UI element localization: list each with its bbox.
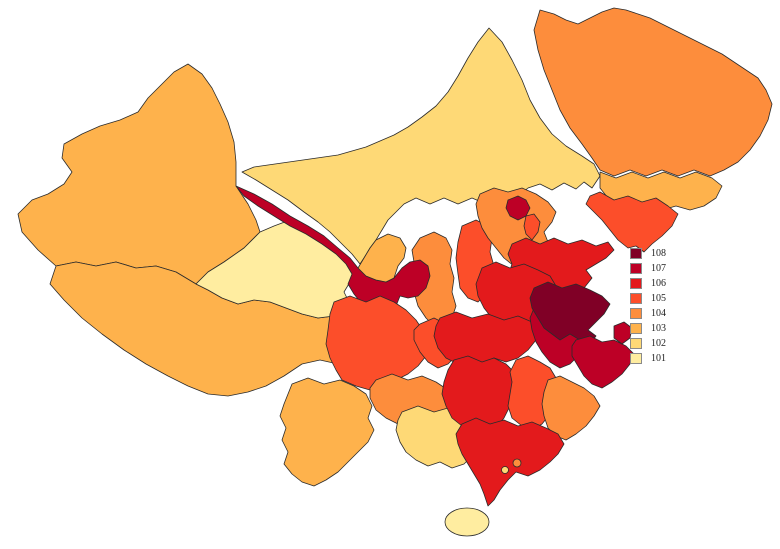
legend-row: 105 — [630, 291, 666, 306]
province-hubei — [433, 311, 541, 365]
province-sichuan — [325, 295, 431, 391]
province-jiangsu — [529, 281, 611, 345]
legend-label-108: 108 — [651, 248, 666, 259]
legend-label-101: 101 — [651, 353, 666, 364]
legend-row: 103 — [630, 321, 666, 336]
legend-row: 104 — [630, 306, 666, 321]
province-hainan — [444, 507, 490, 537]
legend-label-103: 103 — [651, 323, 666, 334]
legend-swatch-101 — [630, 353, 642, 364]
legend-label-106: 106 — [651, 278, 666, 289]
province-hongkong-dot — [512, 458, 522, 468]
province-yunnan — [279, 377, 375, 487]
legend-swatch-102 — [630, 338, 642, 349]
legend-row: 107 — [630, 261, 666, 276]
province-qinghai — [195, 219, 357, 319]
legend-swatch-107 — [630, 263, 642, 274]
legend-label-107: 107 — [651, 263, 666, 274]
province-gansu — [235, 185, 431, 331]
legend: 108 107 106 105 104 103 102 101 — [630, 246, 666, 366]
legend-row: 106 — [630, 276, 666, 291]
legend-swatch-106 — [630, 278, 642, 289]
legend-row: 102 — [630, 336, 666, 351]
legend-swatch-108 — [630, 248, 642, 259]
legend-label-104: 104 — [651, 308, 666, 319]
province-guangdong — [455, 417, 565, 507]
legend-label-105: 105 — [651, 293, 666, 304]
legend-row: 108 — [630, 246, 666, 261]
province-macau-dot — [501, 466, 509, 474]
province-heilongjiang — [533, 7, 773, 177]
province-xinjiang — [17, 63, 261, 285]
province-zhejiang — [571, 335, 635, 389]
legend-label-102: 102 — [651, 338, 666, 349]
province-liaoning — [585, 191, 679, 253]
legend-swatch-104 — [630, 308, 642, 319]
legend-swatch-105 — [630, 293, 642, 304]
province-fujian — [541, 375, 601, 441]
legend-swatch-103 — [630, 323, 642, 334]
province-ningxia — [357, 233, 407, 283]
legend-row: 101 — [630, 351, 666, 366]
province-tianjin — [523, 213, 541, 241]
